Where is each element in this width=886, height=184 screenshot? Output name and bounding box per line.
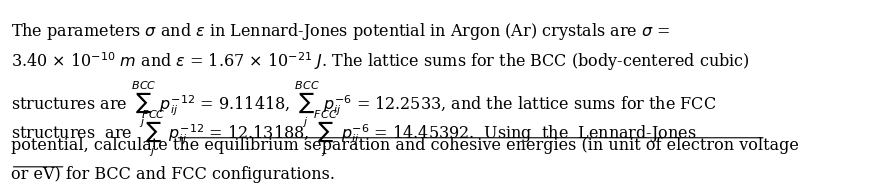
Text: or eV) for BCC and FCC configurations.: or eV) for BCC and FCC configurations. bbox=[11, 166, 335, 183]
Text: 3.40 $\times$ 10$^{-10}$ $m$ and $\varepsilon$ = 1.67 $\times$ 10$^{-21}$ $J$. T: 3.40 $\times$ 10$^{-10}$ $m$ and $\varep… bbox=[11, 50, 750, 72]
Text: structures are $\sum_j^{BCC}$ $p_{ij}^{-12}$ = 9.11418, $\sum_j^{BCC}$ $p_{ij}^{: structures are $\sum_j^{BCC}$ $p_{ij}^{-… bbox=[11, 79, 716, 130]
Text: potential, calculate the equilibrium separation and cohesive energies (in unit o: potential, calculate the equilibrium sep… bbox=[11, 137, 798, 154]
Text: structures  are  $\sum_j^{FCC}$ $p_{ij}^{-12}$ = 12.13188, $\sum_j^{FCC}$ $p_{ij: structures are $\sum_j^{FCC}$ $p_{ij}^{-… bbox=[11, 108, 696, 159]
Text: The parameters $\sigma$ and $\varepsilon$ in Lennard-Jones potential in Argon (A: The parameters $\sigma$ and $\varepsilon… bbox=[11, 21, 670, 42]
